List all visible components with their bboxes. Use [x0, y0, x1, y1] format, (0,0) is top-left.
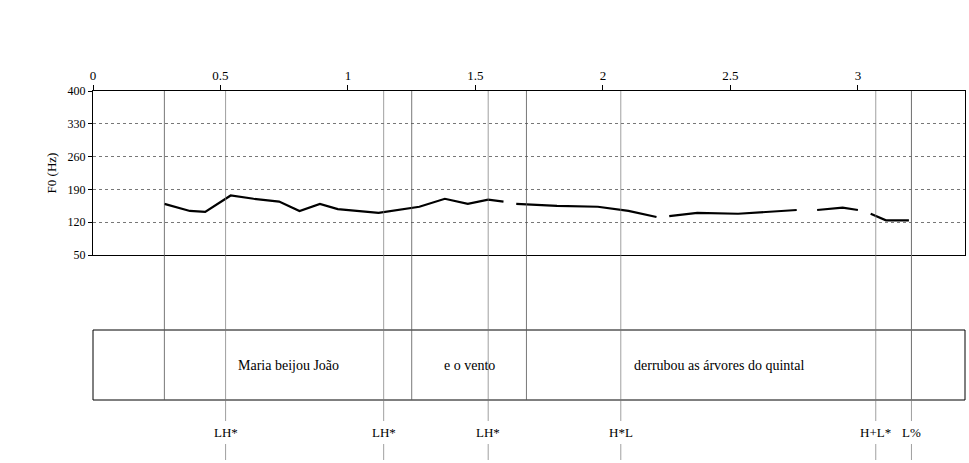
svg-text:H*L: H*L [609, 425, 633, 440]
svg-text:F0 (Hz): F0 (Hz) [44, 153, 59, 194]
svg-text:LH*: LH* [214, 425, 238, 440]
svg-text:Maria beijou João: Maria beijou João [238, 358, 339, 373]
svg-text:LH*: LH* [372, 425, 396, 440]
svg-text:400: 400 [68, 84, 86, 98]
svg-text:0: 0 [90, 68, 97, 83]
svg-text:3: 3 [855, 68, 862, 83]
svg-text:1.5: 1.5 [467, 68, 483, 83]
svg-text:190: 190 [68, 183, 86, 197]
svg-text:260: 260 [68, 150, 86, 164]
svg-text:LH*: LH* [476, 425, 500, 440]
svg-text:120: 120 [68, 215, 86, 229]
svg-text:H+L*: H+L* [860, 425, 891, 440]
svg-text:derrubou as árvores do quintal: derrubou as árvores do quintal [634, 358, 804, 373]
svg-text:e o vento: e o vento [444, 358, 495, 373]
svg-text:1: 1 [345, 68, 352, 83]
svg-text:2: 2 [600, 68, 607, 83]
svg-text:50: 50 [74, 248, 86, 262]
svg-text:330: 330 [68, 117, 86, 131]
svg-text:2.5: 2.5 [722, 68, 738, 83]
svg-text:0.5: 0.5 [212, 68, 228, 83]
svg-text:L%: L% [902, 425, 921, 440]
